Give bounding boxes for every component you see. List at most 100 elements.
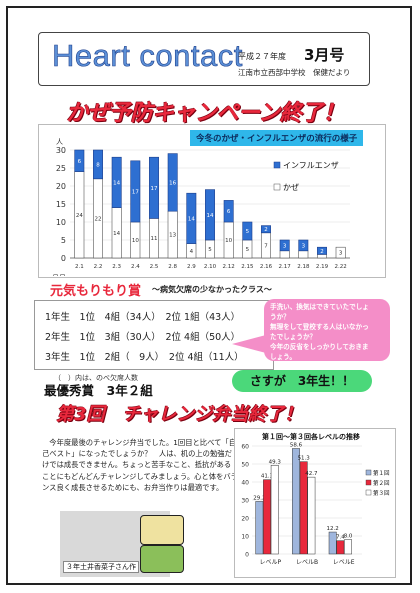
x-tick-label: 2.3	[112, 264, 121, 270]
level-bar-label: 51.3	[298, 456, 311, 462]
bar-cold-label: 5	[246, 247, 250, 253]
y-tick-label: 5	[61, 236, 66, 245]
bar-flu	[205, 189, 215, 241]
level-bar	[344, 539, 352, 555]
x-tick-label: 2.4	[131, 264, 140, 270]
level-bar	[292, 448, 300, 555]
level-bar-label: 8.0	[344, 534, 353, 540]
x-tick-label: レベルE	[333, 559, 355, 566]
legend-label: 第３回	[373, 489, 390, 497]
bento-box-side	[140, 545, 184, 573]
bar-flu	[298, 239, 309, 252]
bar-flu-label: 14	[113, 180, 120, 186]
bar-cold-label: 24	[76, 213, 83, 219]
bar-cold	[279, 250, 290, 259]
bar-flu	[111, 156, 122, 208]
header-year: 平成２７年度	[238, 52, 286, 61]
y-tick-label: 10	[56, 218, 66, 227]
y-tick-label: 0	[245, 552, 249, 559]
bar-cold-label: 4	[190, 249, 194, 255]
legend-swatch-flu	[273, 161, 281, 169]
bubble-line-2: うか？	[270, 313, 290, 321]
legend-swatch	[365, 469, 372, 476]
bar-cold-label: 11	[151, 236, 158, 242]
ranking-note: （ ）内は、のべ欠席人数	[54, 374, 138, 382]
y-tick-label: 0	[61, 254, 66, 263]
bar-flu-label: 3	[302, 243, 306, 249]
x-tick-label: 2.16	[260, 264, 273, 270]
x-tick-label: 2.18	[297, 264, 310, 270]
bar-flu-label: 6	[78, 159, 82, 165]
bar-flu	[167, 153, 178, 212]
bar-flu	[279, 239, 290, 252]
x-tick-label: 2.19	[316, 264, 329, 270]
x-tick-label: 2.8	[168, 264, 177, 270]
legend-label-cold: かぜ	[283, 183, 299, 192]
bubble-tail	[232, 335, 266, 353]
y-tick-label: 25	[56, 164, 66, 173]
ranking-row-2: 2年生 1位 3組（30人） 2位 4組（50人）	[45, 332, 241, 343]
bar-flu-label: 14	[207, 213, 214, 219]
level-bar	[255, 501, 264, 555]
bubble-line-5: 今年の反省をしっかりしておきま	[270, 343, 369, 351]
bento-banner: 第3回 チャレンジ弁当終了！	[56, 404, 303, 425]
legend-label-flu: インフルエンザ	[283, 161, 339, 170]
y-axis-label: 人	[56, 138, 63, 146]
level-bar-label: 12.2	[327, 526, 339, 532]
level-bar	[307, 476, 316, 555]
bar-cold-label: 5	[208, 247, 212, 253]
x-tick-label: 2.9	[187, 264, 196, 270]
flu-chart-title: 今冬のかぜ・インフルエンザの流行の様子	[190, 130, 364, 146]
level-bar	[270, 465, 279, 555]
level-bar	[328, 531, 337, 555]
y-tick-label: 15	[56, 200, 66, 209]
legend-label: 第２回	[373, 479, 390, 487]
level-bar	[299, 461, 308, 555]
legend-swatch	[365, 479, 372, 486]
campaign-banner: かぜ予防キャンペーン終了！	[66, 101, 345, 126]
bar-flu-label: 6	[227, 209, 231, 215]
bar-flu-label: 16	[169, 180, 176, 186]
bar-flu-label: 17	[132, 189, 139, 195]
genki-award-subtitle: ～病気欠席の少なかったクラス～	[152, 285, 272, 294]
bar-flu	[130, 160, 141, 223]
level-chart-title: 第１回～第３回各レベルの推移	[262, 433, 360, 441]
legend-swatch-cold	[273, 183, 281, 191]
newsletter-title: Heart contact	[52, 38, 243, 74]
level-bar-label: 7.4	[336, 535, 345, 541]
level-chart: 0 10 20 30 40 50 60 29.2 41.3 49.3 レベルP 58.6 51.3 42.…	[241, 443, 390, 566]
y-tick-label: 30	[56, 146, 66, 155]
x-tick-label: 2.12	[223, 264, 235, 270]
y-tick-label: 20	[56, 182, 66, 191]
level-bar-label: 41.3	[261, 474, 274, 480]
bar-cold	[317, 254, 327, 259]
x-axis-label: 月日	[52, 274, 66, 276]
flu-chart: 051015202530人2462.12282.214142.310172.41…	[52, 138, 350, 276]
bar-cold-label: 10	[132, 238, 139, 244]
level-bar-label: 58.6	[290, 443, 303, 449]
bar-cold-label: 13	[169, 233, 176, 239]
praise-badge: さすが 3年生！！	[232, 370, 372, 392]
bar-flu-label: 17	[151, 186, 158, 192]
x-tick-label: 2.10	[204, 264, 217, 270]
y-tick-label: 60	[241, 444, 249, 451]
level-bar-label: 29.2	[253, 495, 265, 501]
bar-flu	[223, 200, 234, 223]
speech-bubble: 手洗い、換気はできていたでしょ うか？ 無理をして登校する人はいなかっ たでしょ…	[264, 299, 390, 361]
x-tick-label: 2.22	[335, 264, 347, 270]
bar-flu-label: 3	[283, 243, 287, 249]
bar-flu-label: 2	[264, 227, 268, 233]
bar-flu-label: 8	[96, 162, 100, 168]
bar-cold	[298, 250, 309, 259]
y-tick-label: 30	[241, 498, 249, 505]
bar-cold-label: 10	[225, 238, 232, 244]
bento-box-rice	[140, 515, 184, 545]
bar-flu-label: 2	[320, 249, 324, 255]
x-tick-label: 2.2	[94, 264, 103, 270]
bar-flu	[93, 149, 103, 180]
x-tick-label: 2.5	[150, 264, 159, 270]
bubble-line-3: 無理をして登校する人はいなかっ	[270, 323, 369, 331]
bar-flu	[74, 149, 85, 172]
y-tick-label: 40	[241, 480, 249, 487]
bar-flu	[149, 156, 159, 219]
